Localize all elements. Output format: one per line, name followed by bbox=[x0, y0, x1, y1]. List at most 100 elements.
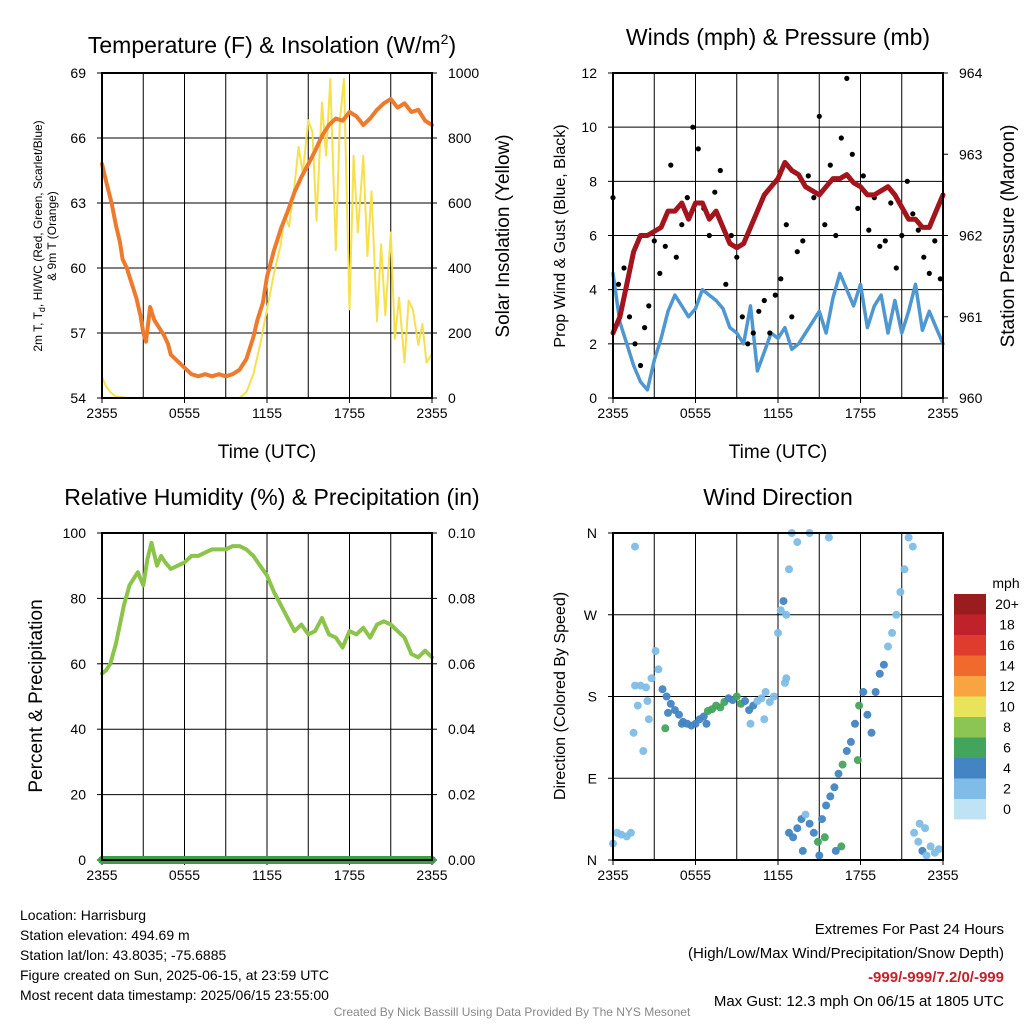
gust-point bbox=[772, 292, 778, 298]
y2-tick-label: 0.04 bbox=[448, 721, 475, 737]
credit-text: Created By Nick Bassill Using Data Provi… bbox=[333, 1005, 691, 1019]
legend-label: 16 bbox=[999, 637, 1015, 653]
gust-point bbox=[642, 325, 648, 331]
chart-title: Winds (mph) & Pressure (mb) bbox=[626, 24, 930, 50]
direction-point bbox=[896, 588, 905, 596]
direction-point bbox=[644, 715, 653, 724]
direction-point bbox=[921, 824, 930, 833]
legend-swatch bbox=[954, 614, 986, 635]
x-tick-label: 2355 bbox=[416, 405, 447, 421]
x-tick-label: 1155 bbox=[763, 867, 793, 883]
direction-point bbox=[760, 715, 769, 724]
direction-point bbox=[805, 819, 814, 828]
x-tick-label: 1755 bbox=[845, 867, 876, 883]
direction-point bbox=[879, 660, 888, 669]
direction-point bbox=[793, 824, 802, 833]
y-tick-label: 66 bbox=[70, 130, 86, 146]
direction-point bbox=[765, 698, 774, 706]
y2-tick-label: 0.10 bbox=[448, 525, 475, 541]
y2-tick-label: 963 bbox=[959, 146, 983, 162]
y2-tick-label: 961 bbox=[959, 309, 983, 325]
x-tick-label: 0555 bbox=[680, 405, 711, 421]
direction-point bbox=[702, 719, 711, 728]
direction-point bbox=[662, 692, 671, 701]
direction-point bbox=[904, 533, 913, 542]
direction-point bbox=[793, 538, 802, 547]
direction-point bbox=[631, 542, 639, 551]
x-tick-label: 1155 bbox=[252, 405, 282, 421]
direction-point bbox=[871, 688, 880, 696]
location-text: Location: Harrisburg bbox=[20, 907, 147, 923]
gust-point bbox=[673, 254, 679, 260]
gust-point bbox=[800, 238, 806, 244]
gust-point bbox=[761, 297, 767, 304]
legend-swatch bbox=[954, 758, 986, 779]
y-tick-label: W bbox=[584, 607, 598, 623]
direction-point bbox=[643, 697, 652, 705]
x-tick-label: 2355 bbox=[86, 405, 117, 421]
y2-tick-label: 0.06 bbox=[448, 656, 475, 672]
gust-point bbox=[626, 314, 633, 320]
gust-point bbox=[921, 254, 927, 260]
gust-point bbox=[811, 195, 817, 201]
gust-point bbox=[855, 205, 861, 211]
direction-point bbox=[798, 846, 807, 855]
x-tick-label: 1755 bbox=[845, 405, 876, 421]
legend-swatch bbox=[954, 655, 986, 676]
y-tick-label: 20 bbox=[70, 787, 86, 803]
x-tick-label: 0555 bbox=[169, 405, 200, 421]
x-tick-label: 1755 bbox=[334, 405, 365, 421]
plot-border bbox=[612, 532, 944, 861]
temperature-insolation-panel: 2355 0555 1155 1755 235554576063666902004006… bbox=[31, 31, 514, 463]
gust-point bbox=[690, 124, 696, 130]
y-tick-label: E bbox=[588, 770, 597, 786]
direction-point bbox=[651, 647, 660, 656]
direction-point bbox=[658, 685, 667, 694]
y-tick-label: 69 bbox=[70, 65, 86, 81]
direction-point bbox=[926, 842, 935, 851]
gust-point bbox=[651, 238, 657, 244]
x-axis-label: Time (UTC) bbox=[729, 442, 828, 463]
gust-point bbox=[899, 232, 905, 239]
gust-point bbox=[723, 281, 729, 287]
y-tick-label: 12 bbox=[581, 65, 597, 81]
direction-point bbox=[908, 542, 917, 551]
gust-point bbox=[827, 162, 833, 168]
gust-point bbox=[637, 362, 644, 369]
gust-point bbox=[684, 195, 690, 201]
x-tick-label: 0555 bbox=[169, 867, 200, 883]
direction-point bbox=[664, 708, 672, 717]
created-text: Figure created on Sun, 2025-06-15, at 23… bbox=[20, 967, 329, 983]
legend-swatch bbox=[954, 737, 986, 758]
y-tick-label: 54 bbox=[70, 390, 86, 406]
gust-point bbox=[822, 222, 828, 228]
recent-text: Most recent data timestamp: 2025/06/15 2… bbox=[20, 987, 329, 1003]
direction-point bbox=[769, 692, 778, 701]
y-tick-label: 0 bbox=[78, 852, 86, 868]
direction-point bbox=[910, 828, 919, 837]
y-tick-label: N bbox=[587, 852, 597, 868]
gust-point bbox=[866, 227, 872, 233]
legend-label: 12 bbox=[999, 678, 1015, 694]
direction-point bbox=[809, 828, 818, 837]
direction-point bbox=[626, 828, 635, 837]
gust-point bbox=[615, 281, 622, 287]
direction-point bbox=[761, 688, 770, 696]
y-tick-label: 6 bbox=[589, 228, 597, 244]
legend-label: 0 bbox=[1003, 801, 1011, 817]
legend-swatch bbox=[954, 696, 986, 717]
direction-point bbox=[675, 710, 683, 719]
direction-point bbox=[801, 810, 810, 819]
direction-point bbox=[774, 628, 782, 637]
legend-label: 20+ bbox=[995, 596, 1019, 612]
y-tick-label: 60 bbox=[70, 260, 86, 276]
gust-point bbox=[838, 135, 844, 141]
gust-point bbox=[778, 276, 784, 282]
title-main: Temperature (F) & Insolation (W/m bbox=[88, 32, 441, 58]
legend-swatch bbox=[954, 799, 986, 820]
y2-axis-label: Station Pressure (Maroon) bbox=[998, 125, 1019, 348]
direction-point bbox=[677, 719, 686, 728]
pressure-series bbox=[610, 159, 946, 336]
gust-point bbox=[805, 173, 811, 179]
